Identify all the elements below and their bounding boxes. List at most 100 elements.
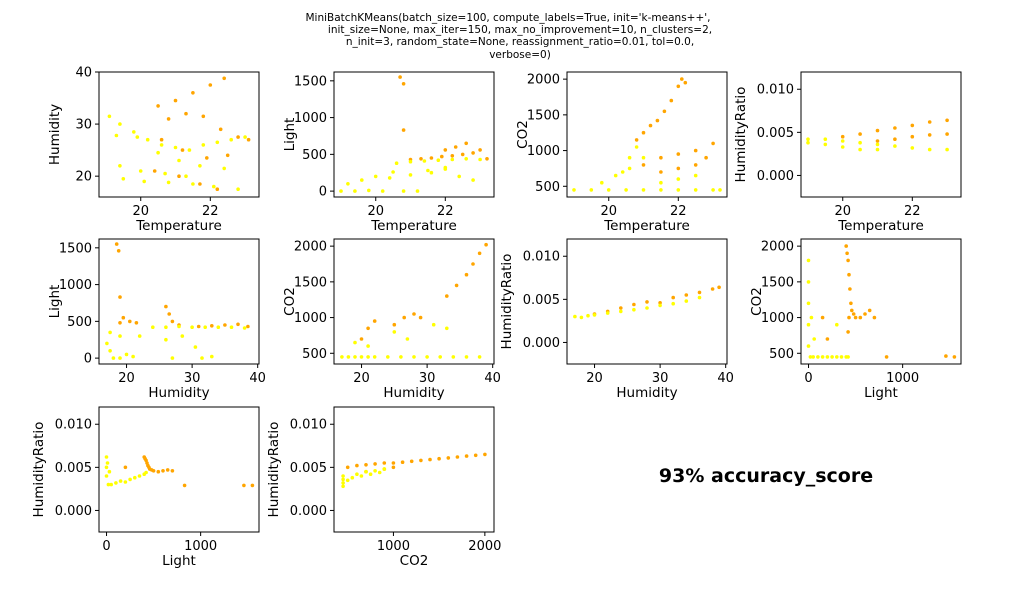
data-point-yellow xyxy=(399,355,403,359)
data-point-orange xyxy=(242,483,246,488)
y-axis-label: HumidityRatio xyxy=(266,422,282,518)
data-point-yellow xyxy=(835,322,839,327)
y-tick-label: 1500 xyxy=(527,108,560,123)
data-point-yellow xyxy=(408,159,413,164)
data-point-yellow xyxy=(341,474,345,478)
data-point-yellow xyxy=(372,355,377,359)
y-tick-label: 500 xyxy=(535,180,560,195)
data-point-yellow xyxy=(142,179,146,184)
x-axis-label: Light xyxy=(162,553,196,569)
data-point-orange xyxy=(893,137,897,141)
y-tick-label: 0.000 xyxy=(757,169,794,184)
data-point-yellow xyxy=(858,140,862,145)
data-point-yellow xyxy=(104,465,109,470)
data-point-yellow xyxy=(659,180,663,185)
y-tick-label: 500 xyxy=(302,347,327,362)
data-point-orange xyxy=(167,312,171,316)
y-tick-label: 20 xyxy=(75,170,92,185)
data-point-orange xyxy=(477,251,482,256)
data-point-orange xyxy=(114,242,119,246)
data-point-yellow xyxy=(377,470,382,475)
data-point-yellow xyxy=(353,340,357,345)
data-point-orange xyxy=(717,285,721,290)
data-point-orange xyxy=(641,163,646,167)
data-point-orange xyxy=(182,483,187,488)
data-point-orange xyxy=(850,308,854,313)
data-point-yellow xyxy=(111,356,116,360)
data-point-yellow xyxy=(816,355,820,359)
data-point-orange xyxy=(180,148,185,152)
data-point-yellow xyxy=(619,309,623,314)
data-point-yellow xyxy=(345,478,350,483)
data-point-yellow xyxy=(676,188,681,192)
data-point-orange xyxy=(619,306,623,310)
data-point-orange xyxy=(634,138,639,142)
axes-frame xyxy=(98,406,260,533)
x-tick-label: 20 xyxy=(600,204,617,219)
axes-frame xyxy=(566,238,728,365)
data-point-orange xyxy=(210,324,214,328)
data-point-orange xyxy=(152,169,157,173)
x-tick-label: 30 xyxy=(184,371,201,386)
data-point-yellow xyxy=(620,170,625,174)
data-point-orange xyxy=(437,456,441,461)
data-point-yellow xyxy=(135,135,140,139)
data-point-yellow xyxy=(359,355,364,359)
data-point-yellow xyxy=(341,481,345,485)
data-point-orange xyxy=(366,326,370,331)
data-point-yellow xyxy=(170,356,175,360)
data-point-yellow xyxy=(200,356,204,360)
data-point-yellow xyxy=(392,330,397,334)
y-axis-label: Light xyxy=(282,118,298,152)
data-point-yellow xyxy=(840,145,845,149)
data-point-orange xyxy=(658,301,662,305)
data-point-yellow xyxy=(229,325,234,330)
data-point-yellow xyxy=(624,188,628,192)
data-point-orange xyxy=(662,109,667,114)
data-point-yellow xyxy=(201,143,206,147)
data-point-yellow xyxy=(128,477,132,482)
data-point-yellow xyxy=(346,355,351,359)
y-tick-label: 0.010 xyxy=(757,83,794,98)
data-point-orange xyxy=(443,148,448,152)
y-tick-label: 0.005 xyxy=(523,293,560,308)
data-point-yellow xyxy=(431,322,436,327)
axes-frame xyxy=(800,238,962,365)
y-tick-label: 1000 xyxy=(294,311,327,326)
data-point-orange xyxy=(440,154,444,159)
data-point-orange xyxy=(401,128,406,132)
data-point-orange xyxy=(429,156,434,160)
x-tick-label: 1000 xyxy=(377,539,410,554)
data-point-yellow xyxy=(242,326,247,330)
subplot-6: 20 30 40 500 1000 1500 2000 Humidity CO2 xyxy=(282,238,501,401)
data-point-orange xyxy=(460,152,465,157)
data-point-yellow xyxy=(613,173,618,178)
data-point-yellow xyxy=(366,355,370,359)
data-point-yellow xyxy=(387,176,392,180)
data-point-yellow xyxy=(477,355,482,359)
axes-frame xyxy=(98,71,260,198)
data-point-orange xyxy=(893,126,897,130)
subplot-7: 20 30 40 0.000 0.005 0.010 Humidity HumidityRat… xyxy=(499,238,734,401)
data-point-yellow xyxy=(659,188,663,192)
data-point-orange xyxy=(222,76,226,81)
x-axis-label: Temperature xyxy=(370,218,457,234)
accuracy-score-label: 93% accuracy_score xyxy=(659,465,873,487)
data-point-yellow xyxy=(592,313,597,317)
data-point-yellow xyxy=(806,301,811,306)
x-tick-label: 1000 xyxy=(886,371,919,386)
data-point-yellow xyxy=(180,334,185,338)
y-axis-label: CO2 xyxy=(515,120,531,149)
data-point-yellow xyxy=(366,344,370,348)
x-axis-label: Temperature xyxy=(135,218,222,234)
data-point-yellow xyxy=(114,481,118,485)
data-point-orange xyxy=(858,132,862,136)
data-point-yellow xyxy=(806,280,811,284)
axes-frame xyxy=(333,71,495,198)
data-point-orange xyxy=(846,330,850,334)
data-point-yellow xyxy=(163,171,167,176)
data-point-yellow xyxy=(711,188,715,192)
data-point-orange xyxy=(392,322,397,327)
data-point-orange xyxy=(655,118,660,123)
data-point-yellow xyxy=(478,157,482,162)
